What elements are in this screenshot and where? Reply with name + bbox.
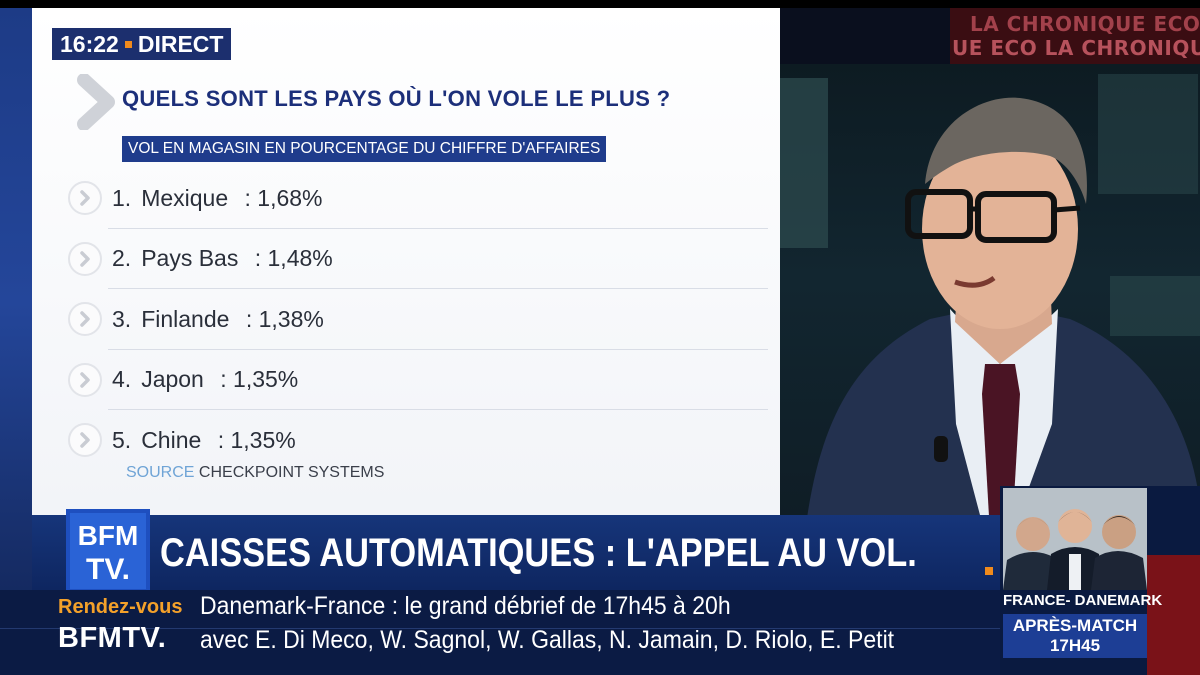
divider (108, 348, 768, 350)
source-label: SOURCE (126, 464, 195, 481)
headline-banner (32, 515, 1000, 590)
headline-text: CAISSES AUTOMATIQUES : L'APPEL AU VOL. (160, 531, 917, 575)
promo-after-match-label: APRÈS-MATCH (1012, 616, 1138, 635)
promo-people-image (1003, 488, 1147, 590)
source-line: SOURCE CHECKPOINT SYSTEMS (126, 464, 384, 482)
rank-country: Pays Bas (141, 245, 239, 272)
ticker-label-rendez-vous: Rendez-vous (58, 596, 183, 618)
source-value: CHECKPOINT SYSTEMS (198, 464, 385, 481)
rank-number: 3. (112, 305, 132, 332)
segment-title-bar: LA CHRONIQUE ECO UE ECO LA CHRONIQUE (950, 8, 1200, 64)
rank-number: 1. (112, 184, 132, 211)
rank-value: : 1,48% (254, 245, 333, 272)
bfmtv-logo: BFM TV. (66, 509, 150, 593)
circle-chevron-icon (68, 362, 102, 397)
list-item: 3. Finlande : 1,38% (68, 289, 768, 350)
rank-value: : 1,35% (217, 426, 296, 453)
list-item: 1. Mexique : 1,68% (68, 168, 768, 229)
accent-dot-icon (985, 567, 993, 575)
rank-text: 5. Chine : 1,35% (112, 427, 296, 454)
divider (108, 227, 768, 229)
left-edge-decoration (0, 8, 32, 598)
segment-title-line-1: LA CHRONIQUE ECO (970, 12, 1200, 36)
logo-text-bottom: TV. (86, 553, 130, 586)
background-screen (780, 78, 828, 248)
divider (108, 409, 768, 410)
rank-number: 5. (112, 426, 132, 453)
promo-red-accent (1147, 555, 1200, 675)
rank-number: 2. (112, 245, 132, 272)
promo-photo (1003, 488, 1147, 590)
circle-chevron-icon (68, 423, 102, 458)
ticker-label-bfmtv: BFMTV. (58, 622, 167, 654)
logo-text-top: BFM (78, 520, 139, 551)
circle-chevron-icon (68, 241, 102, 276)
rank-country: Finlande (141, 305, 230, 332)
rank-country: Japon (141, 366, 204, 393)
rank-number: 4. (112, 366, 132, 393)
ticker-line-2: avec E. Di Meco, W. Sagnol, W. Gallas, N… (200, 626, 895, 654)
divider (0, 628, 1000, 629)
rank-text: 3. Finlande : 1,38% (112, 306, 324, 333)
rank-value: : 1,38% (245, 305, 324, 332)
list-item: 5. Chine : 1,35% (68, 410, 768, 471)
list-item: 4. Japon : 1,35% (68, 350, 768, 410)
promo-after-match-time: 17H45 (1049, 636, 1101, 655)
promo-match-title: FRANCE- DANEMARK (1003, 592, 1163, 609)
live-dot-icon (124, 40, 132, 48)
background-screen (1098, 74, 1198, 194)
circle-chevron-icon (68, 181, 102, 216)
chevron-right-icon (77, 74, 115, 130)
rank-text: 1. Mexique : 1,68% (112, 185, 323, 212)
ranking-list: 1. Mexique : 1,68% 2. Pays Bas : 1,48% 3. F… (68, 168, 768, 471)
live-clock-badge: 16:22 DIRECT (52, 28, 232, 60)
rank-country: Mexique (141, 184, 229, 211)
circle-chevron-icon (68, 302, 102, 337)
live-label: DIRECT (137, 31, 224, 57)
divider (108, 288, 768, 289)
rank-value: : 1,68% (244, 184, 323, 211)
promo-after-match: APRÈS-MATCH 17H45 (1003, 614, 1147, 658)
ticker-line-1: Danemark-France : le grand débrief de 17… (200, 592, 731, 620)
rank-text: 4. Japon : 1,35% (112, 366, 298, 393)
rank-value: : 1,35% (220, 366, 299, 393)
segment-title-line-2: UE ECO LA CHRONIQUE (952, 36, 1200, 60)
infographic-panel: 16:22 DIRECT QUELS SONT LES PAYS OÙ L'ON… (32, 8, 780, 515)
infographic-title: QUELS SONT LES PAYS OÙ L'ON VOLE LE PLUS… (122, 86, 671, 111)
background-screen (1110, 276, 1200, 336)
clock-time: 16:22 (60, 31, 119, 57)
list-item: 2. Pays Bas : 1,48% (68, 229, 768, 289)
infographic-subtitle: VOL EN MAGASIN EN POURCENTAGE DU CHIFFRE… (122, 136, 607, 162)
news-ticker (0, 590, 1000, 675)
top-strip (0, 0, 1200, 8)
rank-text: 2. Pays Bas : 1,48% (112, 245, 333, 272)
rank-country: Chine (141, 426, 202, 453)
